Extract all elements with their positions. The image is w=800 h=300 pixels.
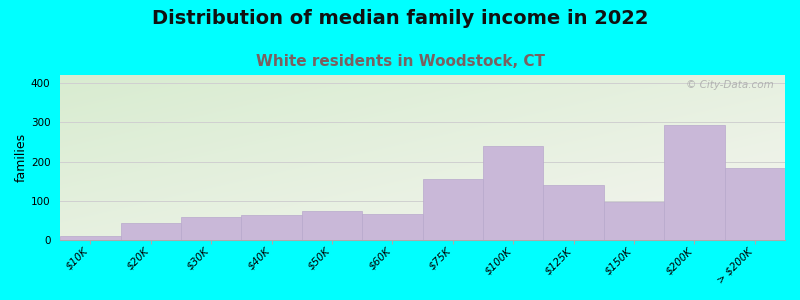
Bar xyxy=(121,223,181,240)
Bar xyxy=(362,214,422,240)
Bar xyxy=(242,215,302,240)
Text: White residents in Woodstock, CT: White residents in Woodstock, CT xyxy=(255,54,545,69)
Text: Distribution of median family income in 2022: Distribution of median family income in … xyxy=(152,9,648,28)
Bar xyxy=(60,236,121,240)
Bar xyxy=(725,167,785,240)
Bar xyxy=(543,185,604,240)
Y-axis label: families: families xyxy=(15,133,28,182)
Text: © City-Data.com: © City-Data.com xyxy=(686,80,774,90)
Bar xyxy=(181,217,242,240)
Bar xyxy=(664,125,725,240)
Bar xyxy=(483,146,543,240)
Bar xyxy=(604,202,664,240)
Bar xyxy=(422,179,483,240)
Bar xyxy=(302,211,362,240)
